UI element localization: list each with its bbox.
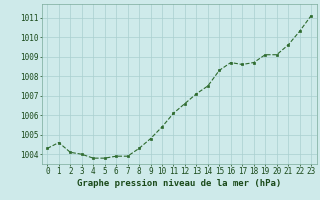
X-axis label: Graphe pression niveau de la mer (hPa): Graphe pression niveau de la mer (hPa) [77,179,281,188]
